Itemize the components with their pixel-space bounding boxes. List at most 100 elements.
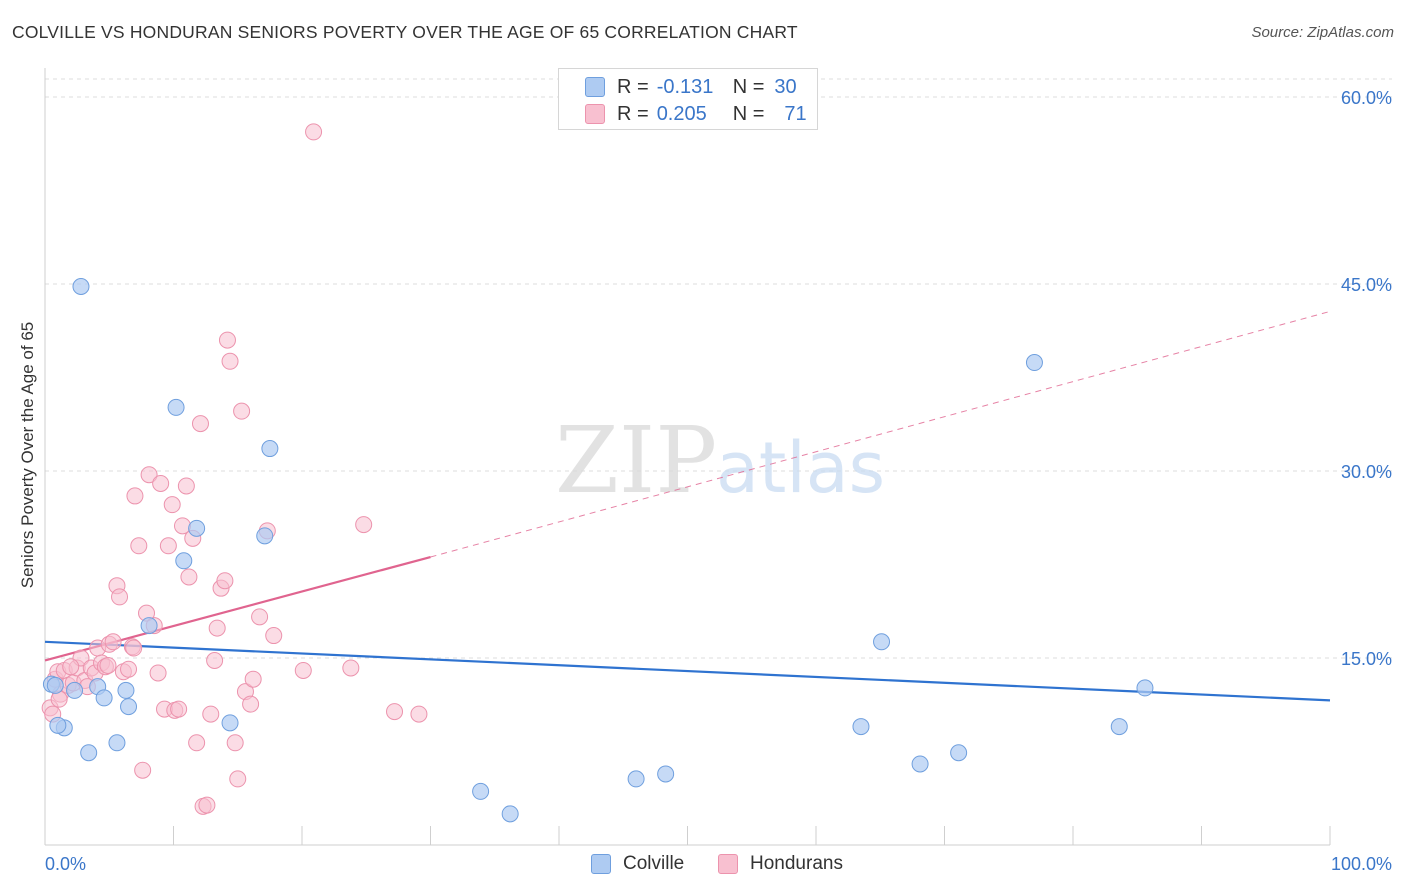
colville-point bbox=[175, 552, 193, 570]
colville-swatch bbox=[585, 77, 605, 97]
colville-trend-line bbox=[44, 640, 1331, 702]
colville-point bbox=[120, 698, 138, 716]
hondurans-point bbox=[218, 331, 236, 349]
hondurans-point bbox=[134, 761, 152, 779]
grid-layer bbox=[45, 78, 1392, 659]
hondurans-point bbox=[221, 352, 239, 370]
colville-point bbox=[108, 734, 126, 752]
colville-point bbox=[49, 716, 67, 734]
hondurans-point bbox=[177, 477, 195, 495]
hondurans-point bbox=[188, 734, 206, 752]
colville-point bbox=[256, 527, 274, 545]
colville-point bbox=[140, 617, 158, 635]
colville-point bbox=[167, 398, 185, 416]
legend-row-hondurans: R = 0.205 N = 71 bbox=[585, 101, 807, 127]
colville-point bbox=[261, 440, 279, 458]
data-points bbox=[41, 123, 1154, 823]
hondurans-point bbox=[294, 661, 312, 679]
colville-point bbox=[221, 714, 239, 732]
legend-r-value: 0.205 bbox=[656, 102, 707, 125]
colville-point bbox=[873, 633, 891, 651]
y-tick-label: 15.0% bbox=[1341, 649, 1392, 669]
colville-point bbox=[1136, 679, 1154, 697]
colville-point bbox=[1110, 718, 1128, 736]
watermark-zip: ZIP bbox=[555, 407, 717, 514]
hondurans-point bbox=[111, 588, 129, 606]
chart-source: Source: ZipAtlas.com bbox=[1251, 24, 1394, 41]
legend-n-label: N = bbox=[732, 75, 765, 98]
x-tick-label: 0.0% bbox=[45, 854, 86, 874]
hondurans-point bbox=[99, 656, 117, 674]
hondurans-point bbox=[130, 537, 148, 555]
colville-point bbox=[852, 718, 870, 736]
hondurans-point bbox=[216, 572, 234, 590]
hondurans-point bbox=[202, 705, 220, 723]
legend-n-label: N = bbox=[732, 102, 765, 125]
colville-point bbox=[1025, 354, 1043, 372]
hondurans-point bbox=[152, 474, 170, 492]
hondurans-point bbox=[120, 660, 138, 678]
tick-labels: 15.0% 30.0% 45.0% 60.0% 0.0% 100.0% bbox=[45, 88, 1392, 874]
hondurans-point bbox=[265, 627, 283, 645]
hondurans-point bbox=[125, 639, 143, 657]
hondurans-point bbox=[251, 608, 269, 626]
stats-legend: R = -0.131 N = 30 R = 0.205 N = 71 bbox=[558, 68, 818, 130]
colville-swatch bbox=[591, 854, 611, 874]
hondurans-point bbox=[226, 734, 244, 752]
legend-item-colville[interactable]: Colville bbox=[591, 853, 684, 875]
hondurans-point bbox=[342, 659, 360, 677]
hondurans-point bbox=[242, 695, 260, 713]
colville-point bbox=[911, 755, 929, 773]
hondurans-point bbox=[355, 516, 373, 534]
legend-item-label: Hondurans bbox=[750, 853, 843, 874]
colville-point bbox=[66, 681, 84, 699]
hondurans-point bbox=[305, 123, 323, 141]
y-tick-label: 60.0% bbox=[1341, 88, 1392, 108]
hondurans-point bbox=[410, 705, 428, 723]
legend-n-value: 71 bbox=[784, 102, 807, 125]
chart-title: COLVILLE VS HONDURAN SENIORS POVERTY OVE… bbox=[12, 22, 798, 42]
hondurans-point bbox=[163, 496, 181, 514]
legend-r-label: R = bbox=[617, 75, 649, 98]
hondurans-point bbox=[198, 796, 216, 814]
hondurans-point bbox=[140, 466, 158, 484]
hondurans-point bbox=[104, 633, 122, 651]
colville-point bbox=[472, 782, 490, 800]
colville-point bbox=[95, 689, 113, 707]
x-tick-label: 100.0% bbox=[1331, 854, 1392, 874]
hondurans-point bbox=[62, 658, 80, 676]
colville-point bbox=[80, 744, 98, 762]
hondurans-point bbox=[206, 651, 224, 669]
colville-point bbox=[657, 765, 675, 783]
hondurans-point bbox=[180, 568, 198, 586]
hondurans-point bbox=[233, 402, 251, 420]
colville-point bbox=[72, 277, 90, 295]
y-tick-label: 45.0% bbox=[1341, 275, 1392, 295]
hondurans-swatch bbox=[718, 854, 738, 874]
legend-r-label: R = bbox=[617, 102, 649, 125]
hondurans-point bbox=[208, 619, 226, 637]
series-legend: Colville Hondurans bbox=[0, 850, 1406, 880]
colville-point bbox=[188, 519, 206, 537]
hondurans-point bbox=[244, 670, 262, 688]
colville-point bbox=[117, 681, 135, 699]
legend-row-colville: R = -0.131 N = 30 bbox=[585, 74, 797, 100]
legend-item-label: Colville bbox=[623, 853, 685, 874]
hondurans-point bbox=[149, 664, 167, 682]
hondurans-point bbox=[191, 415, 209, 433]
legend-item-hondurans[interactable]: Hondurans bbox=[718, 853, 843, 875]
colville-point bbox=[46, 676, 64, 694]
hondurans-swatch bbox=[585, 104, 605, 124]
colville-point bbox=[501, 805, 519, 823]
legend-r-value: -0.131 bbox=[656, 75, 714, 98]
hondurans-point bbox=[229, 770, 247, 788]
hondurans-point bbox=[386, 703, 404, 721]
colville-point bbox=[950, 744, 968, 762]
hondurans-point bbox=[126, 487, 144, 505]
legend-n-value: 30 bbox=[774, 75, 797, 98]
y-tick-label: 30.0% bbox=[1341, 462, 1392, 482]
y-axis-label: Seniors Poverty Over the Age of 65 bbox=[18, 321, 37, 589]
hondurans-trend-extension bbox=[430, 310, 1331, 558]
